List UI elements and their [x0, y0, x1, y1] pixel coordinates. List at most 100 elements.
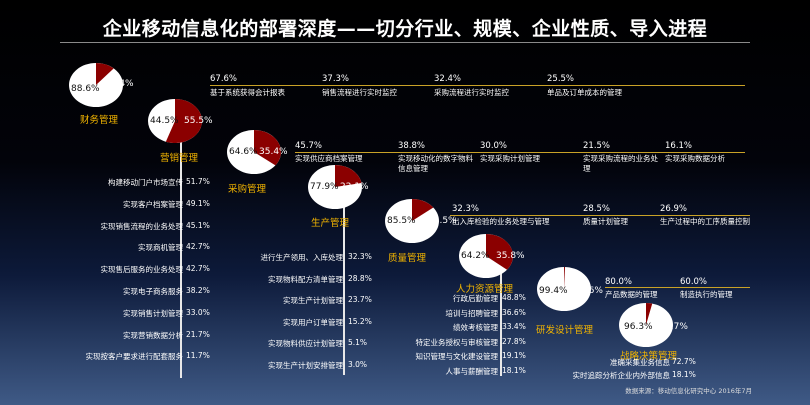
list-item-label: 实时追踪分析企业内外部信息 [572, 371, 671, 380]
list-item-value: 42.7% [186, 242, 210, 252]
pie-label-secondary: 35.4% [259, 147, 288, 157]
item-percentage: 26.9% [660, 204, 688, 214]
title-rule [60, 42, 750, 43]
list-item-value: 18.1% [502, 365, 526, 375]
connector-line [500, 273, 502, 376]
list-item-label: 实现商机管理 [138, 243, 183, 253]
item-label: 质量计划管理 [583, 217, 628, 226]
department-label: 财务管理 [80, 115, 119, 126]
pie-chart: 88.6% 11.4% [68, 62, 134, 108]
pie-svg [148, 99, 202, 143]
list-item-label: 实现销售流程的业务处理 [100, 221, 184, 231]
pie-label-main: 44.5% [150, 116, 179, 126]
department-label: 采购管理 [228, 184, 267, 195]
list-item-value: 21.7% [186, 329, 210, 339]
item-percentage: 37.3% [322, 74, 350, 84]
list-item-label: 准确采集业务信息 [610, 358, 670, 367]
pie-slice-secondary [335, 165, 362, 187]
list-item-value: 15.2% [348, 316, 372, 326]
department-label: 战略决策管理 [620, 351, 678, 362]
pie-slice-secondary [96, 63, 114, 85]
list-item-value: 32.3% [348, 252, 372, 261]
pie-chart: 96.3% 3.7% [618, 302, 688, 348]
list-item-label: 实现生产计划安排管理 [268, 360, 343, 370]
list-item-value: 36.6% [502, 307, 526, 317]
department-label: 研发设计管理 [536, 325, 594, 336]
list-item-label: 实现营销数据分析 [123, 330, 183, 340]
list-item-value: 51.7% [186, 177, 210, 186]
list-item-label: 实现客户档案管理 [123, 199, 183, 209]
list-item-label: 实现销售计划管理 [123, 308, 183, 318]
list-item-label: 实现售后服务的业务处理 [100, 265, 184, 275]
list-item-label: 人事与薪酬管理 [445, 366, 499, 376]
department-label: 人力资源管理 [456, 284, 514, 295]
item-label: 实现供应商档案管理 [295, 154, 363, 163]
list-item-value: 38.2% [186, 286, 210, 295]
list-item-value: 33.4% [502, 322, 526, 331]
pie-label-secondary: 14.5% [428, 216, 457, 226]
item-label: 生产过程中的工序质量控制 [660, 217, 750, 226]
pie-slice-secondary [486, 234, 513, 270]
pie-svg [385, 199, 439, 243]
pie-chart: 85.5% 14.5% [384, 198, 457, 244]
item-label: 制造执行的管理 [680, 290, 733, 299]
connector-line [180, 128, 182, 378]
pie-svg [308, 165, 362, 209]
pie-label-main: 64.2% [461, 251, 490, 261]
pie-svg [619, 303, 673, 347]
pie-label-secondary: 55.5% [184, 116, 213, 126]
pie-svg [69, 63, 123, 107]
item-percentage: 67.6% [210, 74, 238, 84]
list-item-value: 28.8% [348, 273, 372, 283]
list-item-value: 18.1% [672, 370, 696, 379]
item-label: 基于系统获得会计报表 [210, 88, 285, 97]
pie-slice-secondary [646, 303, 653, 325]
item-label: 采购流程进行实时监控 [434, 88, 509, 97]
pie-label-secondary: 11.4% [105, 79, 134, 89]
list-item-label: 绩效考核管理 [453, 323, 498, 332]
separator-line [450, 215, 750, 216]
list-item-label: 实现按客户要求进行配套服务 [85, 352, 184, 362]
list-item-label: 特定业务授权与审核管理 [415, 337, 499, 347]
list-item-value: 23.7% [348, 295, 372, 304]
pie-slice-secondary [165, 99, 202, 143]
list-item-value: 33.0% [186, 307, 210, 317]
separator-line [295, 152, 745, 153]
list-item-label: 实现电子商务服务 [123, 287, 183, 296]
pie-svg [227, 130, 281, 174]
list-item-value: 48.8% [502, 293, 526, 302]
department-label: 营销管理 [160, 153, 199, 164]
list-item-value: 19.1% [502, 351, 526, 360]
item-percentage: 21.5% [583, 141, 611, 151]
list-item-label: 实现用户订单管理 [283, 317, 343, 327]
page-title: 企业移动信息化的部署深度——切分行业、规模、企业性质、导入进程 [102, 18, 708, 40]
separator-line [605, 287, 750, 288]
item-percentage: 28.5% [583, 204, 611, 214]
pie-chart: 64.6% 35.4% [226, 129, 288, 175]
item-percentage: 32.3% [452, 204, 480, 214]
list-item-value: 45.1% [186, 220, 210, 230]
pie-chart: 77.9% 22.1% [307, 164, 369, 210]
list-item-label: 实现物料配方清单管理 [268, 274, 343, 284]
pie-slice-secondary [564, 267, 566, 289]
pie-label-main: 96.3% [624, 322, 653, 332]
pie-chart: 64.2% 35.8% [458, 233, 525, 279]
pie-label-secondary: 3.7% [665, 322, 688, 332]
item-label: 实现移动化的数字物料信息管理 [398, 154, 473, 173]
separator-line [210, 85, 745, 86]
item-percentage: 60.0% [680, 277, 708, 287]
item-percentage: 38.8% [398, 141, 426, 151]
item-label: 实现采购计划管理 [480, 154, 540, 163]
list-item-value: 11.7% [186, 351, 210, 361]
item-percentage: 25.5% [547, 74, 575, 84]
list-item-label: 培训与招聘管理 [445, 308, 499, 318]
pie-label-main: 64.6% [229, 147, 258, 157]
list-item-value: 72.7% [672, 357, 696, 366]
department-label: 质量管理 [388, 253, 427, 264]
item-label: 单品及订单成本的管理 [547, 88, 622, 97]
pie-label-secondary: 22.1% [340, 182, 369, 192]
pie-chart: 99.4% 0.6% [536, 266, 603, 312]
list-item-value: 49.1% [186, 198, 210, 208]
list-item-label: 行政后勤管理 [453, 294, 498, 303]
list-item-value: 27.8% [502, 336, 526, 346]
